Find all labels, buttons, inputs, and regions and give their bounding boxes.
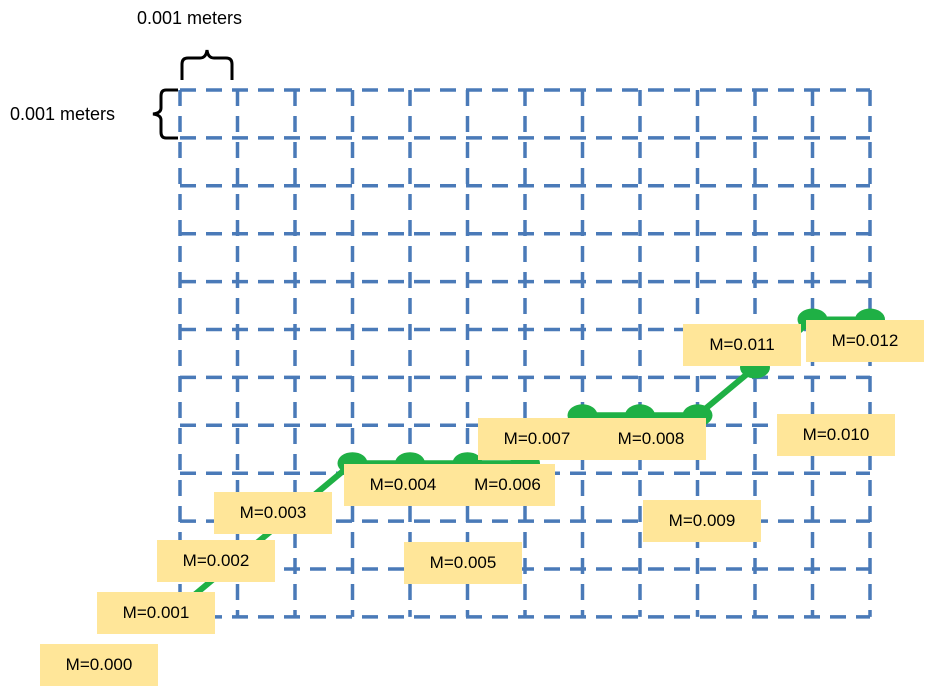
m-value-label: M=0.011 bbox=[683, 324, 801, 366]
m-value-label: M=0.000 bbox=[40, 644, 158, 686]
m-value-label: M=0.010 bbox=[777, 414, 895, 456]
horizontal-scale-label: 0.001 meters bbox=[137, 8, 243, 28]
scale-braces bbox=[152, 49, 234, 140]
m-value-label: M=0.005 bbox=[404, 542, 522, 584]
m-value-label: M=0.008 bbox=[596, 418, 706, 460]
m-value-label: M=0.001 bbox=[97, 592, 215, 634]
m-value-label: M=0.004 bbox=[344, 464, 462, 506]
m-value-label: M=0.007 bbox=[478, 418, 596, 460]
vertical-scale-label: 0.001 meters bbox=[10, 104, 116, 124]
m-value-label: M=0.006 bbox=[460, 464, 555, 506]
m-value-label: M=0.002 bbox=[157, 540, 275, 582]
horizontal-brace-icon bbox=[180, 49, 234, 80]
vertical-brace-icon bbox=[152, 88, 178, 140]
m-value-label: M=0.009 bbox=[643, 500, 761, 542]
dashed-grid bbox=[178, 88, 872, 619]
m-value-label: M=0.012 bbox=[806, 320, 924, 362]
m-value-label: M=0.003 bbox=[214, 492, 332, 534]
